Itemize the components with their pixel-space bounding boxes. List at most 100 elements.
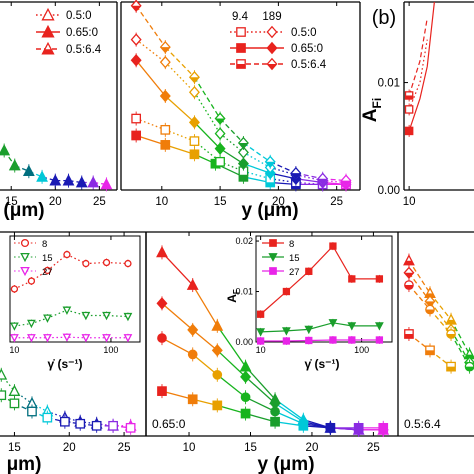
- data-point: [188, 116, 200, 129]
- data-point-fill: [189, 77, 200, 83]
- data-point: [42, 412, 53, 423]
- legend-label: 0.65:0: [66, 27, 98, 39]
- data-point: [298, 420, 309, 431]
- x-axis-unit: μm: [10, 200, 39, 221]
- data-point: [123, 334, 133, 343]
- series-line-segment: [193, 121, 221, 150]
- data-point-fill: [404, 285, 414, 290]
- data-point: [0, 144, 11, 156]
- data-point: [348, 275, 356, 283]
- data-point: [375, 322, 384, 331]
- legend-label: 0.5:0: [291, 27, 317, 39]
- x-axis-unit: μm: [280, 454, 309, 474]
- legend-label: 0.5:0: [66, 10, 92, 22]
- data-point: [189, 136, 200, 146]
- series-27: [10, 333, 133, 343]
- legend-marker-square: [236, 43, 246, 53]
- data-point-fill: [425, 350, 435, 355]
- data-point: [240, 408, 251, 419]
- x-axis-var: y: [257, 454, 268, 474]
- data-point: [102, 258, 111, 267]
- data-point-fill: [425, 309, 435, 314]
- series-line-segment: [164, 61, 195, 93]
- legend-label: 15: [42, 253, 53, 264]
- series-0: [0, 143, 113, 192]
- series-line-segment: [216, 349, 247, 378]
- series-line-segment: [219, 133, 244, 153]
- data-point: [27, 277, 36, 285]
- series-line-segment: [31, 402, 48, 413]
- series-line-segment: [269, 161, 297, 174]
- x-tick-label: 15: [214, 196, 227, 208]
- data-point: [328, 319, 338, 328]
- series-line-segment: [429, 292, 452, 321]
- data-point: [60, 416, 70, 427]
- x-axis-var: y: [241, 200, 252, 221]
- data-point-fill: [265, 161, 275, 168]
- series-line-segment: [450, 333, 471, 367]
- legend-marker: [266, 25, 278, 39]
- data-point: [212, 400, 223, 411]
- series-line: [260, 245, 380, 315]
- data-point: [75, 176, 88, 188]
- series-3: [404, 327, 456, 374]
- series-line-segment: [216, 374, 246, 398]
- x-tick-label: 10: [256, 345, 266, 355]
- data-point: [27, 319, 36, 329]
- data-point: [81, 311, 91, 321]
- series-line-segment: [161, 390, 193, 400]
- y-tick-label: 0.01: [235, 287, 253, 297]
- data-point: [43, 334, 52, 343]
- panel-bottom-left: 15 20 25 μm) 10 100 8 15 27 γ̇ (s⁻¹): [0, 231, 147, 474]
- series-8: [10, 250, 132, 293]
- data-point: [237, 157, 249, 170]
- y-axis-subscript: Fi: [370, 98, 384, 109]
- x-tick-label: 25: [330, 196, 343, 208]
- data-point: [81, 334, 91, 343]
- data-point: [237, 146, 249, 159]
- data-point-fill: [215, 118, 225, 124]
- data-point: [240, 392, 251, 403]
- series-line-segment: [450, 319, 471, 355]
- data-point: [353, 422, 364, 433]
- panel-top-middle: 10 15 20 25 9.4 189 0.5:0 0.65:0 0.5:6.4 y (μm): [120, 0, 361, 221]
- legend-marker: [268, 253, 278, 262]
- panel-letter: (b): [372, 7, 396, 29]
- series-line-segment: [0, 374, 15, 392]
- inset-frame: [255, 235, 393, 343]
- series-line-segment: [245, 396, 276, 413]
- data-point: [329, 242, 337, 250]
- data-point: [378, 422, 389, 433]
- data-point: [131, 113, 142, 124]
- legend-label: 27: [42, 267, 53, 278]
- x-tick-label: 25: [93, 196, 106, 208]
- data-point-fill: [404, 334, 414, 339]
- legend: 9.4 189 0.5:0 0.65:0 0.5:6.4: [230, 11, 327, 71]
- legend-marker: [269, 267, 277, 275]
- data-point: [9, 398, 20, 409]
- x-axis-label: (μm): [3, 200, 44, 221]
- legend-marker-fill: [267, 64, 277, 70]
- data-point: [10, 285, 19, 293]
- legend-marker: [20, 238, 30, 248]
- series-line-segment: [135, 59, 166, 97]
- condition-label: 0.65:0: [152, 417, 186, 431]
- series-line-segment: [216, 325, 247, 368]
- data-point: [404, 126, 414, 136]
- series-line: [408, 1, 435, 132]
- data-point: [8, 159, 21, 171]
- legend-label: 15: [289, 253, 300, 264]
- series-line-segment: [429, 309, 452, 335]
- data-point: [347, 322, 357, 331]
- data-point: [348, 336, 356, 344]
- x-tick-label: 15: [244, 442, 257, 454]
- legend-marker: [269, 239, 277, 247]
- data-point: [188, 86, 200, 99]
- data-point: [62, 333, 72, 342]
- series-line-segment: [135, 5, 166, 48]
- data-point: [63, 250, 71, 259]
- series-line-segment: [193, 76, 221, 119]
- x-axis-label: y (μm): [241, 200, 298, 221]
- data-point: [27, 406, 37, 417]
